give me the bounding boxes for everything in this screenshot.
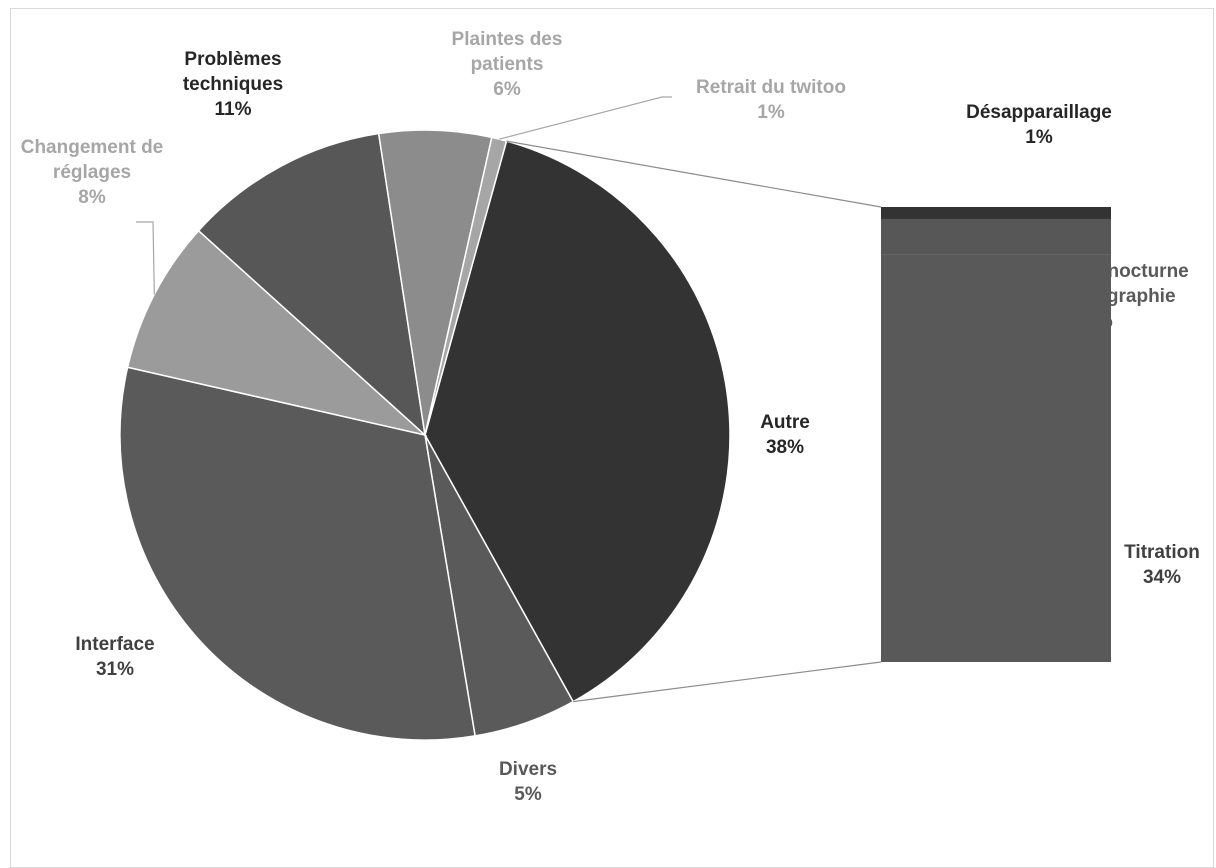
pie-label-interface: Interface 31%: [75, 634, 154, 680]
leader-line-changement-de-reglages: [136, 221, 155, 295]
bar-segment-oxymetrie-nocturne-ou-capnographie: [881, 218, 1111, 255]
pie-slice-changement-de-reglages: [126, 229, 428, 437]
pie-label-autre: Autre 38%: [760, 412, 810, 458]
bar-segment-desapparaillage: [881, 207, 1111, 219]
pie-label-divers: Divers 5%: [499, 759, 557, 805]
bar-segment-titration: [881, 254, 1111, 662]
data-labels: Autre 38% Divers 5% Interface 31% Changement d…: [21, 29, 1200, 805]
bar-label-desapparaillage: Désapparaillage 1%: [966, 102, 1112, 148]
pie-slice-problemes-techniques: [197, 132, 427, 437]
pie-label-plaintes-des-patients: Plaintes des patients 6%: [452, 29, 563, 100]
connector-line-bottom: [573, 661, 882, 703]
connector-line-top: [506, 140, 882, 208]
breakdown-bar: [881, 207, 1111, 662]
pie-slice-interface: [119, 366, 476, 741]
pie-label-changement-de-reglages: Changement de réglages 8%: [21, 137, 164, 208]
pie-slices: [119, 129, 731, 741]
bar-label-titration: Titration 34%: [1124, 542, 1200, 588]
bar-label-oxymetrie-nocturne-ou-capnographie: Oxymétrie nocturne ou capnographie 3%: [1009, 261, 1189, 332]
pie-slice-autre: [424, 140, 731, 703]
leader-line-retrait-du-twitoo: [499, 96, 672, 140]
connector-lines: [136, 96, 882, 703]
pie-label-problemes-techniques: Problèmes techniques 11%: [183, 49, 283, 120]
pie-label-retrait-du-twitoo: Retrait du twitoo 1%: [696, 77, 846, 123]
